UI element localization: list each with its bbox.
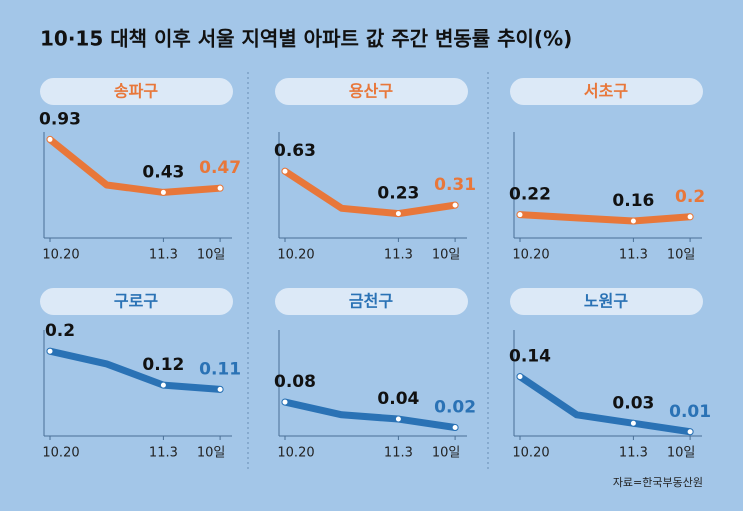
data-label: 0.16	[612, 191, 654, 211]
line	[46, 347, 224, 393]
marker	[686, 213, 694, 221]
data-label: 0.08	[274, 372, 316, 392]
data-label: 0.47	[199, 158, 241, 178]
marker	[281, 398, 289, 406]
x-tick-label: 10.20	[42, 248, 79, 263]
panel-title: 용산구	[349, 82, 393, 101]
data-label: 0.11	[199, 359, 241, 379]
marker	[159, 188, 167, 196]
x-tick-label: 10.20	[277, 446, 314, 461]
marker	[216, 184, 224, 192]
x-tick-label: 10.20	[42, 446, 79, 461]
marker	[451, 201, 459, 209]
panel-title: 서초구	[584, 82, 628, 101]
panel-header	[40, 78, 233, 105]
x-tick-label: 11.3	[619, 248, 648, 263]
data-label: 0.93	[39, 109, 81, 129]
data-label: 0.2	[675, 187, 705, 207]
panel-header	[510, 78, 703, 105]
x-tick-label: 10.20	[277, 248, 314, 263]
data-label: 0.03	[612, 393, 654, 413]
panel-header	[275, 78, 468, 105]
x-tick-label: 10일	[432, 446, 461, 461]
panel-header	[40, 288, 233, 315]
x-tick-label: 11.3	[384, 446, 413, 461]
line	[516, 211, 694, 225]
panel-title: 노원구	[584, 292, 628, 311]
marker	[516, 211, 524, 219]
data-label: 0.22	[509, 185, 551, 205]
marker	[516, 373, 524, 381]
marker	[451, 424, 459, 432]
marker	[159, 381, 167, 389]
data-label: 0.02	[434, 398, 476, 418]
marker	[281, 167, 289, 175]
panel-header	[510, 288, 703, 315]
marker	[46, 135, 54, 143]
x-tick-label: 11.3	[384, 248, 413, 263]
data-label: 0.23	[377, 184, 419, 204]
line	[516, 373, 694, 436]
data-label: 0.31	[434, 175, 476, 195]
marker	[629, 217, 637, 225]
chart-title: 10·15 대책 이후 서울 지역별 아파트 값 주간 변동률 추이(%)	[40, 27, 572, 51]
data-label: 0.2	[45, 321, 75, 341]
panel-header	[275, 288, 468, 315]
data-label: 0.04	[377, 389, 419, 409]
x-tick-label: 11.3	[619, 446, 648, 461]
x-tick-label: 11.3	[149, 248, 178, 263]
x-tick-label: 10일	[667, 248, 696, 263]
panel-title: 금천구	[349, 292, 393, 311]
x-tick-label: 10일	[432, 248, 461, 263]
marker	[629, 419, 637, 427]
line	[281, 167, 459, 218]
x-tick-label: 11.3	[149, 446, 178, 461]
marker	[394, 415, 402, 423]
x-tick-label: 10일	[197, 446, 226, 461]
marker	[46, 347, 54, 355]
line	[281, 398, 459, 432]
x-tick-label: 10일	[197, 248, 226, 263]
data-label: 0.01	[669, 402, 711, 422]
panel-title: 송파구	[114, 82, 158, 101]
x-tick-label: 10일	[667, 446, 696, 461]
x-tick-label: 10.20	[512, 446, 549, 461]
source: 자료=한국부동산원	[613, 476, 703, 489]
line	[46, 135, 224, 196]
marker	[394, 210, 402, 218]
marker	[216, 385, 224, 393]
data-label: 0.12	[142, 355, 184, 375]
data-label: 0.14	[509, 347, 551, 367]
x-tick-label: 10.20	[512, 248, 549, 263]
data-label: 0.43	[142, 162, 184, 182]
panel-title: 구로구	[114, 292, 158, 311]
data-label: 0.63	[274, 141, 316, 161]
marker	[686, 428, 694, 436]
